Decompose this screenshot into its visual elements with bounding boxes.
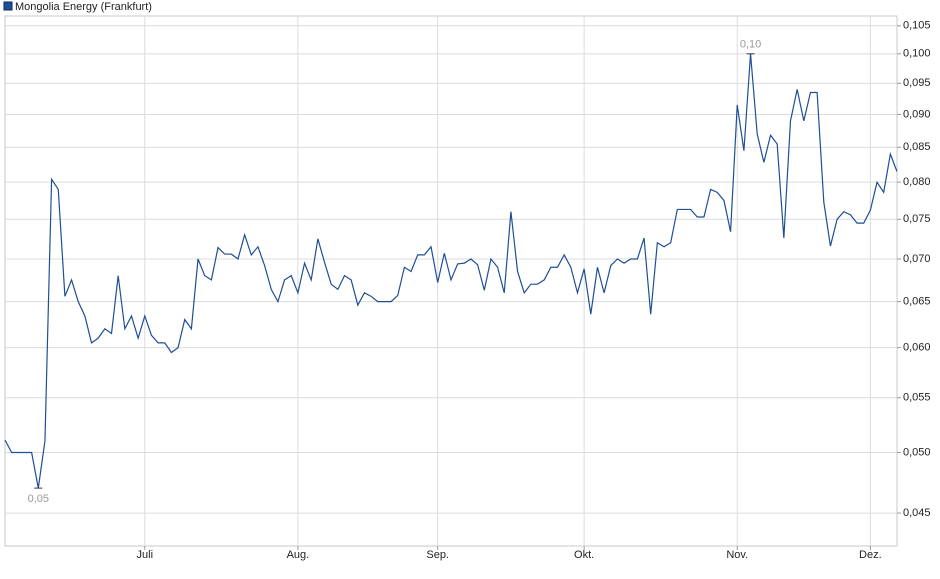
legend-label: Mongolia Energy (Frankfurt) [15, 1, 152, 13]
y-tick-label: 0,095 [903, 77, 931, 89]
y-tick-label: 0,100 [903, 48, 931, 60]
y-tick-label: 0,090 [903, 108, 931, 120]
min-annotation: 0,05 [28, 493, 49, 505]
y-tick-label: 0,065 [903, 296, 931, 308]
x-tick-label: Sep. [426, 549, 449, 561]
x-tick-label: Nov. [726, 549, 748, 561]
y-tick-label: 0,080 [903, 176, 931, 188]
x-tick-label: Aug. [287, 549, 310, 561]
y-tick-label: 0,045 [903, 507, 931, 519]
y-tick-label: 0,075 [903, 213, 931, 225]
price-line [4, 53, 898, 489]
x-tick-label: Okt. [574, 549, 594, 561]
y-tick-label: 0,105 [903, 20, 931, 32]
y-tick-label: 0,050 [903, 446, 931, 458]
plot-frame [4, 15, 898, 547]
y-tick-label: 0,085 [903, 141, 931, 153]
y-tick-label: 0,070 [903, 253, 931, 265]
y-tick-label: 0,055 [903, 392, 931, 404]
x-tick-label: Dez. [859, 549, 882, 561]
max-annotation: 0,10 [740, 39, 761, 51]
legend-swatch [3, 1, 13, 11]
y-tick-label: 0,060 [903, 342, 931, 354]
x-tick-label: Juli [137, 549, 154, 561]
